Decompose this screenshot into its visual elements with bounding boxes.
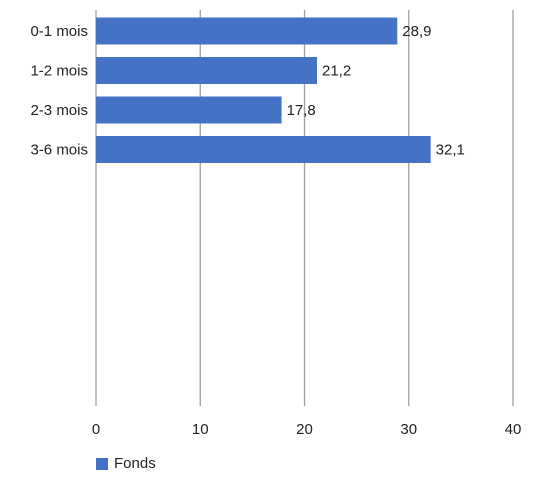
data-label: 28,9 [402,23,431,40]
x-tick-label: 10 [192,421,209,438]
category-label: 1-2 mois [30,63,88,80]
bar-1-2-mois [96,57,318,84]
data-label: 21,2 [322,63,351,80]
legend-label-fonds: Fonds [114,455,156,472]
bar-2-3-mois [96,96,282,124]
legend: Fonds [96,455,156,472]
bar-3-6-mois [96,136,431,163]
x-tick-label: 30 [400,421,417,438]
legend-swatch-fonds [96,457,108,470]
category-label: 0-1 mois [30,23,88,40]
x-tick-label: 20 [296,421,313,438]
bars [96,17,431,163]
data-label: 32,1 [436,142,465,159]
data-label: 17,8 [287,102,316,119]
category-label: 3-6 mois [30,142,88,159]
x-tick-label: 40 [505,421,522,438]
x-tick-label: 0 [92,421,100,438]
bar-0-1-mois [96,17,398,45]
labels: 0 10 20 30 40 0-1 mois 28,9 1-2 mois 21,2 2-3 moi… [30,23,521,438]
category-label: 2-3 mois [30,102,88,119]
